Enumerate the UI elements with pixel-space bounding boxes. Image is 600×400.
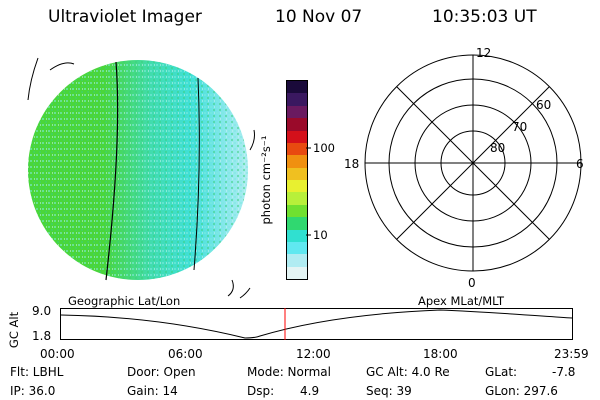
- polar-label-6: 6: [576, 157, 584, 171]
- colorbar-band: [287, 192, 307, 205]
- footer-glat-value: -7.8: [552, 365, 576, 379]
- timeline-y-axis-label: GC Alt: [7, 311, 21, 349]
- geo-coast-line: [227, 279, 234, 297]
- timeline-y-tick-top: 9.0: [32, 304, 52, 318]
- colorbar-band: [287, 155, 307, 168]
- instrument-title: Ultraviolet Imager: [48, 7, 202, 27]
- altitude-timeline-plot: [60, 308, 573, 340]
- colorbar-band: [287, 93, 307, 106]
- footer-glat-label: GLat:: [485, 365, 518, 379]
- timeline-x-tick-0600: 06:00: [168, 347, 203, 361]
- timeline-right-title: Apex MLat/MLT: [418, 294, 505, 308]
- footer-door: Door: Open: [127, 365, 196, 379]
- polar-lat-60: 60: [536, 98, 552, 112]
- colorbar-band: [287, 81, 307, 94]
- colorbar-band: [287, 217, 307, 230]
- colorbar: [286, 80, 308, 280]
- footer-ip: IP: 36.0: [10, 384, 56, 398]
- timeline-x-tick-1200: 12:00: [296, 347, 331, 361]
- colorbar-band: [287, 130, 307, 143]
- polar-label-12: 12: [476, 46, 492, 60]
- footer-gc-alt: GC Alt: 4.0 Re: [366, 365, 450, 379]
- footer-glon: GLon: 297.6: [485, 384, 558, 398]
- colorbar-band: [287, 254, 307, 267]
- geo-coast-line: [49, 62, 75, 71]
- colorbar-band: [287, 142, 307, 156]
- polar-lat-70: 70: [512, 120, 528, 134]
- geo-coast-line: [27, 57, 39, 101]
- colorbar-band: [287, 229, 307, 242]
- colorbar-band: [287, 180, 307, 193]
- colorbar-band: [287, 241, 307, 255]
- timeline-x-tick-1800: 18:00: [423, 347, 458, 361]
- observation-date: 10 Nov 07: [275, 7, 363, 27]
- timeline-y-tick-bottom: 1.8: [32, 329, 52, 343]
- geo-coast-line: [239, 287, 251, 299]
- polar-lat-80: 80: [490, 141, 506, 155]
- uvi-globe-image: [27, 57, 255, 299]
- colorbar-tick-10: 10: [313, 228, 328, 242]
- colorbar-band: [287, 105, 307, 119]
- colorbar-band: [287, 204, 307, 218]
- colorbar-tick-100: 100: [313, 141, 335, 155]
- timeline-x-tick-2359: 23:59: [554, 347, 589, 361]
- footer-mode: Mode: Normal: [247, 365, 331, 379]
- polar-label-0: 0: [468, 276, 476, 290]
- colorbar-ticks: [306, 147, 311, 236]
- polar-mlat-mlt-plot: [364, 54, 582, 272]
- footer-flt: Flt: LBHL: [10, 365, 64, 379]
- observation-time: 10:35:03 UT: [432, 7, 537, 27]
- timeline-x-tick-0000: 00:00: [40, 347, 75, 361]
- timeline-left-title: Geographic Lat/Lon: [68, 294, 181, 308]
- geo-coast-line: [249, 129, 255, 151]
- colorbar-band: [287, 167, 307, 180]
- geo-meridian-line: [105, 61, 119, 281]
- footer-gain: Gain: 14: [127, 384, 178, 398]
- footer-dsp-value: 4.9: [300, 384, 320, 398]
- footer-seq: Seq: 39: [366, 384, 412, 398]
- polar-label-18: 18: [344, 157, 360, 171]
- colorbar-band: [287, 118, 307, 131]
- colorbar-unit-label: photon cm⁻²s⁻¹: [259, 135, 273, 225]
- colorbar-band: [287, 266, 307, 279]
- geo-meridian-line: [193, 77, 200, 271]
- footer-dsp-label: Dsp:: [247, 384, 275, 398]
